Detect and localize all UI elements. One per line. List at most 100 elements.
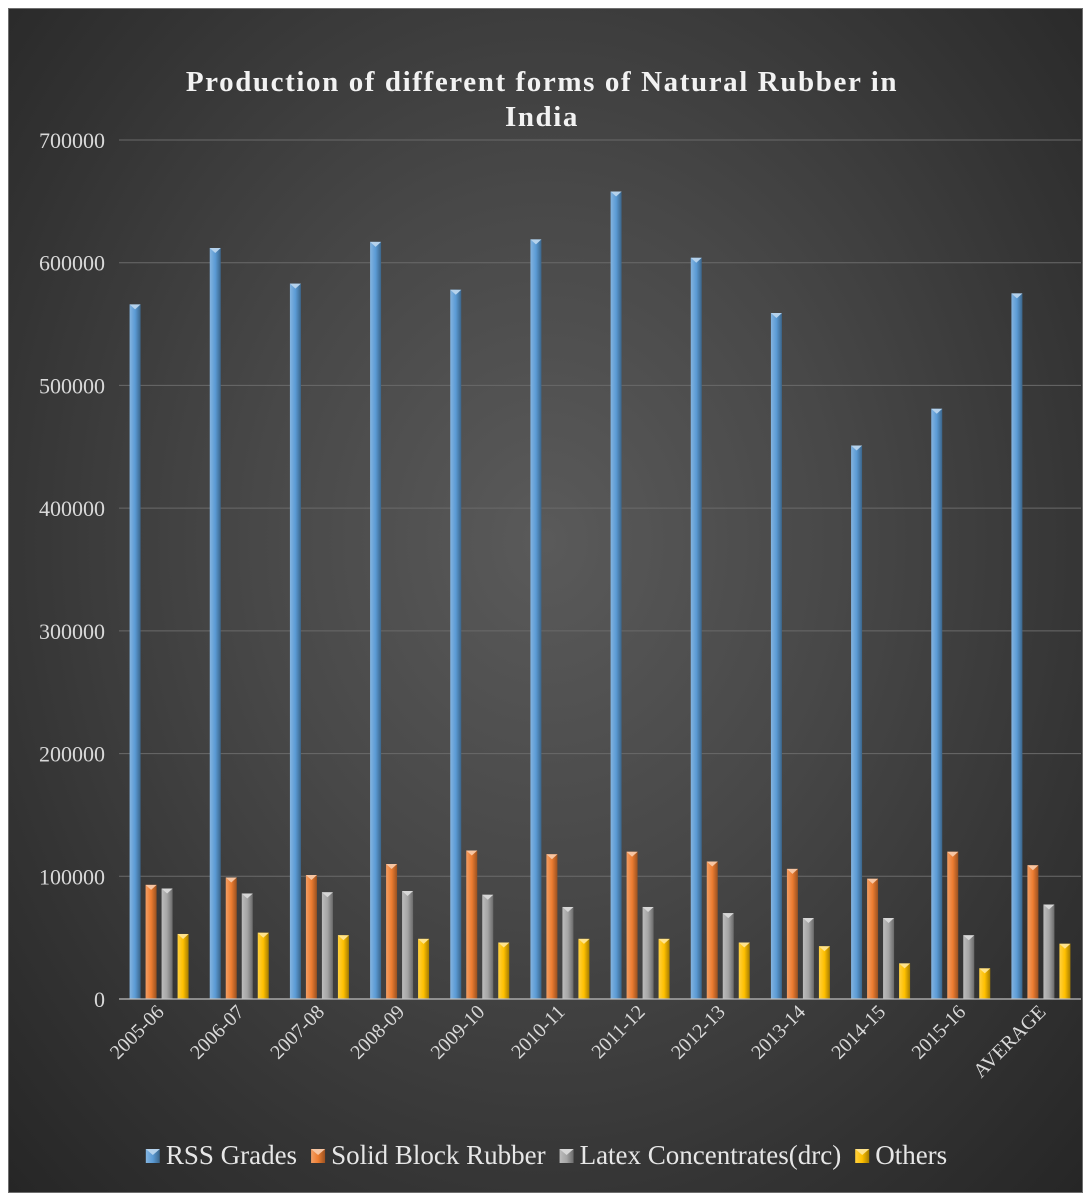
bar-cap bbox=[851, 445, 863, 451]
x-tick-label: 2010-11 bbox=[507, 1001, 569, 1063]
bar-rss-grades-2011-12 bbox=[610, 191, 622, 1000]
bar-cap bbox=[578, 938, 590, 944]
bar-cap bbox=[370, 241, 382, 247]
bar-others-2013-14 bbox=[818, 946, 830, 999]
x-tick-label: 2013-14 bbox=[747, 1001, 810, 1064]
bar-cap bbox=[498, 942, 510, 948]
legend-swatch bbox=[311, 1149, 326, 1163]
bar-cap bbox=[530, 239, 542, 245]
legend-label: Others bbox=[875, 1140, 947, 1170]
bar-cap bbox=[931, 408, 943, 414]
bar-cap bbox=[690, 257, 702, 263]
x-tick-label: 2009-10 bbox=[427, 1001, 490, 1064]
bar-cap bbox=[786, 868, 798, 874]
bar-latex-concentrates-drc--2012-13 bbox=[722, 913, 734, 999]
bar-others-2015-16 bbox=[979, 968, 991, 999]
bar-solid-block-rubber-2012-13 bbox=[706, 861, 718, 999]
bar-cap bbox=[257, 932, 269, 938]
bar-others-2011-12 bbox=[658, 938, 670, 999]
bar-cap bbox=[305, 875, 317, 881]
bar-cap bbox=[642, 906, 654, 912]
bar-solid-block-rubber-2006-07 bbox=[225, 877, 237, 999]
bar-cap bbox=[546, 854, 558, 860]
bar-others-2009-10 bbox=[498, 942, 510, 999]
legend-label: Solid Block Rubber bbox=[331, 1140, 546, 1170]
bar-rss-grades-2015-16 bbox=[931, 408, 943, 1000]
bar-latex-concentrates-drc--2011-12 bbox=[642, 906, 654, 999]
legend-label: RSS Grades bbox=[166, 1140, 297, 1170]
bar-solid-block-rubber-2011-12 bbox=[626, 851, 638, 999]
x-tick-label: 2005-06 bbox=[106, 1001, 169, 1064]
x-tick-label: 2012-13 bbox=[667, 1001, 730, 1064]
bar-cap bbox=[626, 851, 638, 857]
bar-latex-concentrates-drc--2014-15 bbox=[883, 918, 895, 999]
bar-cap bbox=[321, 892, 333, 898]
bar-others-2005-06 bbox=[177, 933, 189, 999]
bar-latex-concentrates-drc--2007-08 bbox=[321, 892, 333, 999]
bar-latex-concentrates-drc--2005-06 bbox=[161, 888, 173, 999]
bar-rss-grades-average bbox=[1011, 293, 1023, 1000]
legend-swatch bbox=[559, 1149, 574, 1163]
legend-swatch-cap bbox=[145, 1149, 160, 1155]
bar-latex-concentrates-drc--2006-07 bbox=[241, 893, 253, 999]
x-tick-label: AVERAGE bbox=[969, 1001, 1050, 1082]
bar-solid-block-rubber-2009-10 bbox=[466, 850, 478, 999]
bar-solid-block-rubber-2005-06 bbox=[145, 884, 157, 999]
y-axis-labels: 0 100000 200000 300000 400000 500000 600000 700… bbox=[39, 128, 105, 1012]
bar-rss-grades-2005-06 bbox=[129, 304, 141, 999]
bar-solid-block-rubber-2007-08 bbox=[305, 875, 317, 999]
bar-solid-block-rubber-2010-11 bbox=[546, 854, 558, 999]
x-tick-label: 2007-08 bbox=[266, 1001, 329, 1064]
bar-latex-concentrates-drc--2010-11 bbox=[562, 906, 574, 999]
bar-cap bbox=[899, 963, 911, 969]
y-tick-label: 200000 bbox=[39, 742, 105, 767]
bar-cap bbox=[770, 313, 782, 319]
bar-cap bbox=[1027, 865, 1039, 871]
bar-others-2010-11 bbox=[578, 938, 590, 999]
bar-latex-concentrates-drc--2008-09 bbox=[402, 891, 414, 999]
bar-rss-grades-2014-15 bbox=[851, 445, 863, 999]
chart-title-line-1: Production of different forms of Natural… bbox=[186, 66, 898, 98]
bar-cap bbox=[418, 938, 430, 944]
bar-latex-concentrates-drc--2009-10 bbox=[482, 894, 494, 999]
x-tick-label: 2015-16 bbox=[908, 1001, 971, 1064]
bar-cap bbox=[402, 891, 414, 897]
bar-rss-grades-2006-07 bbox=[209, 247, 221, 999]
bar-others-2008-09 bbox=[418, 938, 430, 999]
bar-cap bbox=[738, 942, 750, 948]
y-tick-label: 0 bbox=[94, 987, 105, 1012]
bar-rss-grades-2008-09 bbox=[370, 241, 382, 1000]
bar-cap bbox=[177, 933, 189, 939]
bar-cap bbox=[241, 893, 253, 899]
bar-rss-grades-2007-08 bbox=[289, 283, 301, 1000]
x-tick-label: 2006-07 bbox=[186, 1001, 249, 1064]
bar-solid-block-rubber-2014-15 bbox=[867, 878, 879, 999]
legend-swatch-cap bbox=[311, 1149, 326, 1155]
bar-others-average bbox=[1059, 943, 1071, 999]
bar-cap bbox=[466, 850, 478, 856]
y-tick-label: 600000 bbox=[39, 251, 105, 276]
legend-swatch-cap bbox=[855, 1149, 870, 1155]
x-tick-label: 2011-12 bbox=[587, 1001, 649, 1063]
bar-rss-grades-2010-11 bbox=[530, 239, 542, 1000]
chart-title-line-2: India bbox=[505, 101, 579, 133]
bar-cap bbox=[482, 894, 494, 900]
bar-cap bbox=[450, 289, 462, 295]
x-tick-label: 2014-15 bbox=[827, 1001, 890, 1064]
gridlines bbox=[119, 139, 1081, 877]
bar-cap bbox=[225, 877, 237, 883]
y-tick-label: 700000 bbox=[39, 128, 105, 153]
bar-rss-grades-2012-13 bbox=[690, 257, 702, 999]
bar-chart: Production of different forms of Natural… bbox=[39, 66, 1081, 1170]
bar-solid-block-rubber-2008-09 bbox=[386, 864, 398, 999]
bar-cap bbox=[386, 864, 398, 870]
x-axis-labels: 2005-06 2006-07 2007-08 2008-09 2009-10 2010-… bbox=[106, 1001, 1051, 1082]
y-tick-label: 300000 bbox=[39, 619, 105, 644]
bar-latex-concentrates-drc--2013-14 bbox=[802, 918, 814, 999]
legend-label: Latex Concentrates(drc) bbox=[580, 1140, 842, 1170]
bar-cap bbox=[883, 918, 895, 924]
bar-cap bbox=[337, 935, 349, 941]
bar-cap bbox=[947, 851, 959, 857]
legend-swatch-cap bbox=[559, 1149, 574, 1155]
bar-solid-block-rubber-average bbox=[1027, 865, 1039, 999]
